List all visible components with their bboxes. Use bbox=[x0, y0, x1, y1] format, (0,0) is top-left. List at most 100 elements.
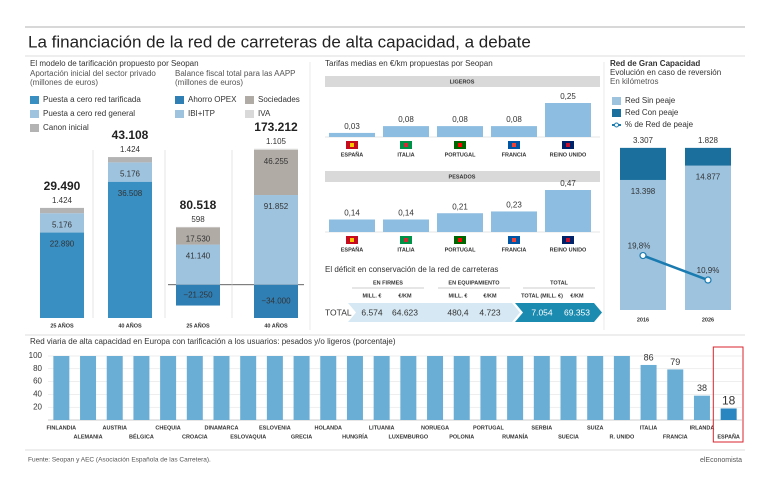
y-tick-label: 60 bbox=[33, 377, 42, 386]
group-header: EN EQUIPAMIENTO bbox=[448, 280, 500, 286]
bar bbox=[693, 395, 710, 420]
category-label: 40 AÑOS bbox=[264, 322, 288, 329]
unit: En kilómetros bbox=[610, 77, 658, 86]
flag bbox=[404, 143, 408, 147]
legend-label: Puesta a cero red general bbox=[43, 109, 135, 118]
value-label: 22.890 bbox=[50, 240, 75, 249]
x-tick-label: BÉLGICA bbox=[129, 432, 154, 440]
bar bbox=[383, 219, 429, 232]
bar-segment bbox=[108, 157, 152, 163]
y-tick-label: 100 bbox=[29, 351, 43, 360]
legend-swatch bbox=[30, 96, 39, 104]
category-label: 25 AÑOS bbox=[186, 322, 210, 329]
bar bbox=[373, 356, 390, 420]
value-label: −34.000 bbox=[261, 297, 291, 306]
unit: (millones de euros) bbox=[175, 78, 243, 87]
x-tick-label: ESPAÑA bbox=[717, 433, 740, 440]
value-label: 0,08 bbox=[452, 115, 468, 124]
bar-segment bbox=[685, 147, 731, 166]
y-tick-label: 40 bbox=[33, 390, 42, 399]
bar bbox=[133, 356, 150, 420]
subtitle: Evolución en caso de reversión bbox=[610, 68, 721, 77]
value-label: 0,25 bbox=[560, 92, 576, 101]
total-label: 80.518 bbox=[180, 198, 217, 212]
category-label: 25 AÑOS bbox=[50, 322, 74, 329]
bar-segment bbox=[254, 284, 298, 318]
highlight-box bbox=[712, 346, 744, 443]
value-label: 0,08 bbox=[398, 115, 414, 124]
value-label: 1.828 bbox=[698, 136, 719, 145]
value-label: 91.852 bbox=[264, 202, 289, 211]
bar bbox=[720, 408, 737, 420]
x-tick-label: LITUANIA bbox=[369, 425, 395, 431]
title: La financiación de la red de carreteras … bbox=[28, 32, 531, 51]
x-tick-label: PORTUGAL bbox=[473, 425, 505, 431]
column-header: €/KM bbox=[483, 293, 497, 299]
x-tick-label: NORUEGA bbox=[421, 425, 449, 431]
section-header: Tarifas medias en €/km propuestas por Se… bbox=[325, 59, 493, 68]
value-label: 0,14 bbox=[344, 209, 360, 218]
x-tick-label: AUSTRIA bbox=[103, 425, 127, 431]
band bbox=[325, 171, 600, 182]
value-label: 0,03 bbox=[344, 122, 360, 131]
value-label: 0,21 bbox=[452, 202, 468, 211]
bar-segment bbox=[620, 179, 666, 310]
cell: 64.623 bbox=[392, 307, 418, 317]
x-tick-label: ESLOVENIA bbox=[259, 425, 291, 431]
x-tick-label: RUMANÍA bbox=[502, 432, 528, 440]
brand: elEconomista bbox=[700, 457, 742, 464]
bar-segment bbox=[176, 244, 220, 285]
value-label: 1.424 bbox=[120, 145, 141, 154]
legend-dot bbox=[614, 122, 619, 128]
legend-swatch bbox=[612, 97, 621, 105]
column-header: TOTAL (MILL. €) bbox=[521, 293, 563, 299]
column-header: MILL. € bbox=[363, 293, 382, 299]
category-label: 40 AÑOS bbox=[118, 322, 142, 329]
bar bbox=[491, 211, 537, 232]
bar bbox=[437, 213, 483, 232]
bar-segment bbox=[620, 147, 666, 180]
group-header: EN FIRMES bbox=[373, 280, 403, 286]
total-label: 29.490 bbox=[44, 179, 81, 193]
x-tick-label: SUIZA bbox=[587, 425, 604, 431]
unit: (millones de euros) bbox=[30, 78, 98, 87]
legend-swatch bbox=[245, 96, 254, 104]
source: Fuente: Seopan y AEC (Asociación Español… bbox=[28, 457, 211, 464]
cell: 4.723 bbox=[479, 307, 501, 317]
bar bbox=[106, 356, 123, 420]
bar-segment bbox=[108, 162, 152, 182]
value-label: 38 bbox=[697, 383, 707, 393]
bar bbox=[491, 126, 537, 137]
cell: 6.574 bbox=[361, 307, 383, 317]
bar bbox=[329, 132, 375, 137]
cell: 7.054 bbox=[531, 307, 553, 317]
x-tick-label: SUECIA bbox=[558, 434, 579, 440]
category-label: PORTUGAL bbox=[445, 152, 477, 158]
x-tick-label: IRLANDA bbox=[690, 425, 715, 431]
category-label: ITALIA bbox=[397, 247, 414, 253]
x-tick-label: ITALIA bbox=[640, 425, 657, 431]
bar-segment bbox=[108, 181, 152, 318]
section-header: Red de Gran Capacidad bbox=[610, 59, 700, 68]
bar-segment bbox=[40, 207, 84, 214]
category-label: PORTUGAL bbox=[445, 247, 477, 253]
bar bbox=[613, 356, 630, 420]
row-background bbox=[348, 303, 520, 322]
legend-swatch bbox=[175, 96, 184, 104]
legend-label: IVA bbox=[258, 109, 271, 118]
x-tick-label: HUNGRÍA bbox=[342, 432, 368, 440]
bar bbox=[266, 356, 283, 420]
bar bbox=[160, 356, 177, 420]
legend-label: Ahorro OPEX bbox=[188, 95, 237, 104]
bar-segment bbox=[254, 149, 298, 196]
legend-label: Canon inicial bbox=[43, 123, 89, 132]
bar-segment bbox=[685, 165, 731, 310]
row-background bbox=[515, 303, 602, 322]
subtitle: Aportación inicial del sector privado bbox=[30, 69, 156, 78]
flag bbox=[512, 238, 516, 242]
group-header: TOTAL bbox=[550, 280, 568, 286]
bar bbox=[507, 356, 524, 420]
x-tick-label: FRANCIA bbox=[663, 434, 688, 440]
x-tick-label: CROACIA bbox=[182, 434, 208, 440]
